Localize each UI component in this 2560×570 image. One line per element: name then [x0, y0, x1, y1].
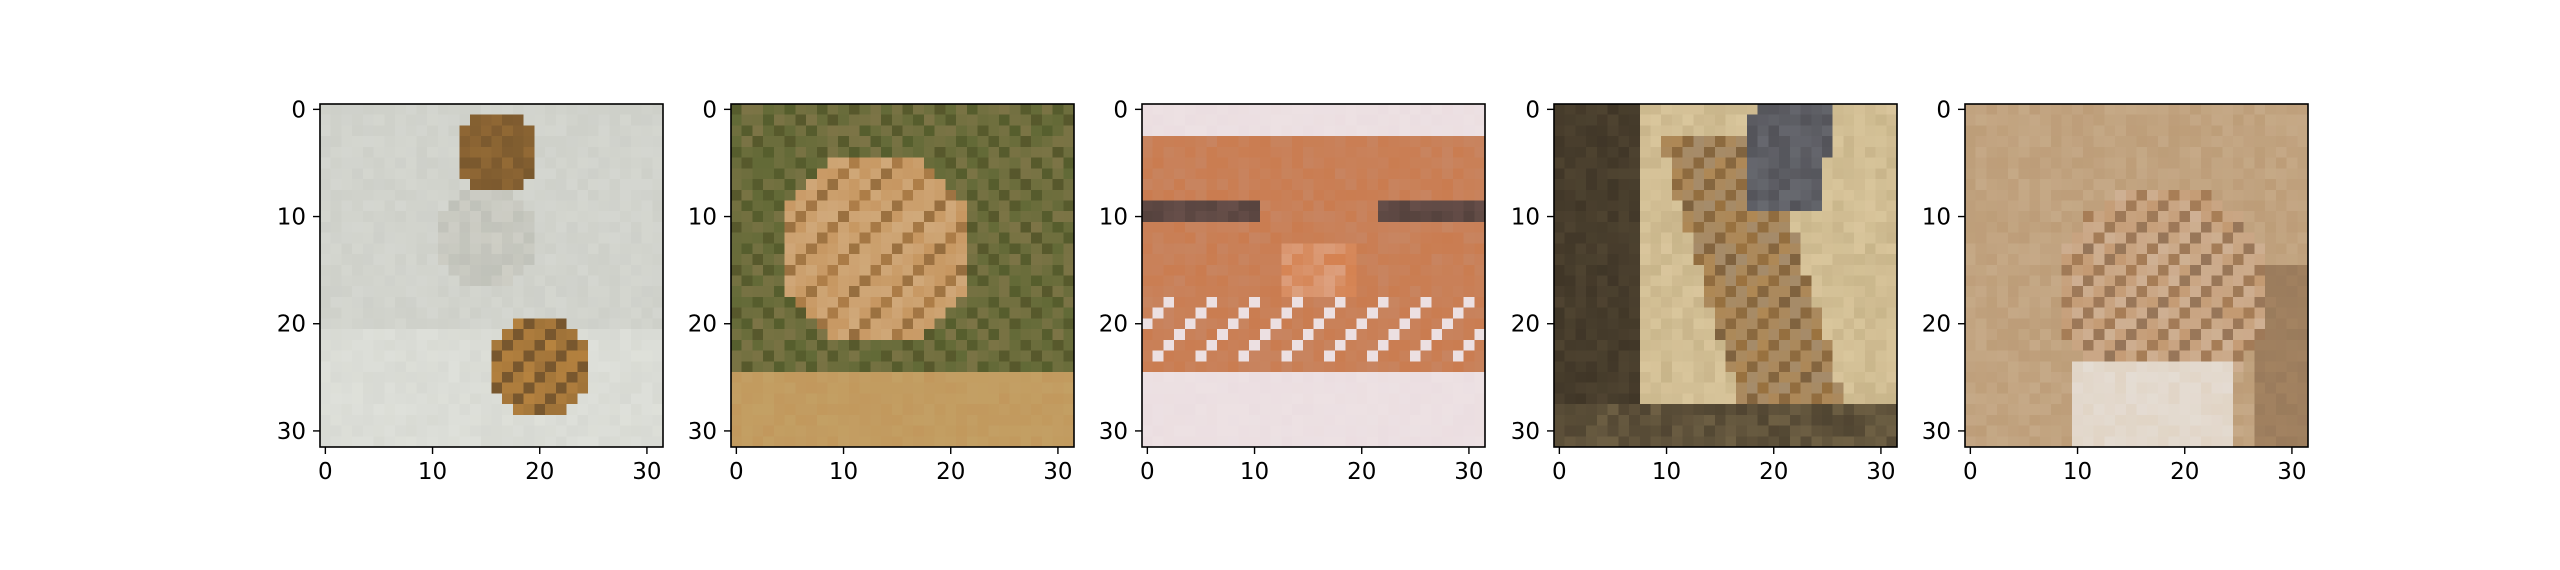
- x-tick-label: 20: [2170, 459, 2199, 485]
- y-tick-label: 20: [688, 312, 717, 338]
- axes-frame: [1553, 103, 1898, 448]
- x-tick-label: 10: [1240, 459, 1269, 485]
- x-tick-label: 0: [1963, 459, 1978, 485]
- x-tick-label: 30: [1866, 459, 1895, 485]
- x-tick-label: 10: [829, 459, 858, 485]
- x-tick-label: 30: [632, 459, 661, 485]
- axes-frame: [319, 103, 664, 448]
- y-tick-label: 30: [1922, 419, 1951, 445]
- subplot-3: 0 10 20 30 0 10 20 30: [1099, 97, 1486, 485]
- y-tick-label: 30: [1099, 419, 1128, 445]
- subplot-1: 0 10 20 30 0 10 20 30: [277, 97, 664, 485]
- y-tick-label: 0: [291, 97, 306, 123]
- x-tick-label: 0: [1140, 459, 1155, 485]
- x-tick-label: 10: [2063, 459, 2092, 485]
- y-tick-label: 0: [1113, 97, 1128, 123]
- x-tick-label: 20: [1347, 459, 1376, 485]
- y-tick-label: 10: [1922, 205, 1951, 231]
- y-tick-label: 10: [1511, 205, 1540, 231]
- y-tick-label: 20: [1099, 312, 1128, 338]
- y-tick-label: 20: [1922, 312, 1951, 338]
- x-tick-label: 0: [729, 459, 744, 485]
- y-tick-label: 30: [1511, 419, 1540, 445]
- image-pixels: [1554, 104, 1898, 448]
- axes-frame: [1964, 103, 2309, 448]
- x-tick-label: 0: [318, 459, 333, 485]
- x-tick-label: 30: [2277, 459, 2306, 485]
- subplot-2: 0 10 20 30 0 10 20 30: [688, 97, 1075, 485]
- y-tick-label: 0: [1936, 97, 1951, 123]
- y-tick-label: 30: [277, 419, 306, 445]
- x-tick-label: 20: [936, 459, 965, 485]
- axes-frame: [1141, 103, 1486, 448]
- x-tick-label: 0: [1552, 459, 1567, 485]
- image-pixels: [320, 104, 664, 448]
- x-tick-label: 10: [1652, 459, 1681, 485]
- x-tick-label: 20: [1759, 459, 1788, 485]
- y-tick-label: 10: [688, 205, 717, 231]
- y-tick-label: 10: [277, 205, 306, 231]
- x-tick-label: 10: [418, 459, 447, 485]
- y-tick-label: 30: [688, 419, 717, 445]
- x-tick-label: 30: [1454, 459, 1483, 485]
- x-tick-label: 20: [525, 459, 554, 485]
- subplot-4: 0 10 20 30 0 10 20 30: [1511, 97, 1898, 485]
- y-tick-label: 0: [702, 97, 717, 123]
- subplot-5: 0 10 20 30 0 10 20 30: [1922, 97, 2309, 485]
- y-tick-label: 20: [1511, 312, 1540, 338]
- image-pixels: [1965, 104, 2309, 448]
- axes-frame: [730, 103, 1075, 448]
- image-pixels: [731, 104, 1075, 448]
- y-tick-label: 10: [1099, 205, 1128, 231]
- image-pixels: [1142, 104, 1486, 448]
- y-tick-label: 0: [1525, 97, 1540, 123]
- y-tick-label: 20: [277, 312, 306, 338]
- x-tick-label: 30: [1043, 459, 1072, 485]
